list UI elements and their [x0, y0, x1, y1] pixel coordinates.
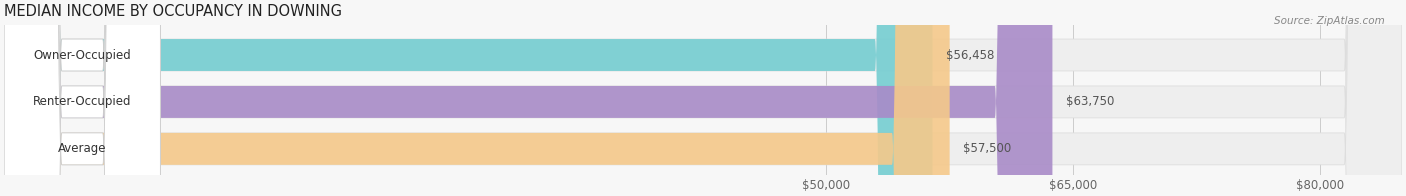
Text: MEDIAN INCOME BY OCCUPANCY IN DOWNING: MEDIAN INCOME BY OCCUPANCY IN DOWNING: [4, 4, 342, 19]
Text: Average: Average: [58, 142, 107, 155]
Text: $63,750: $63,750: [1066, 95, 1114, 108]
FancyBboxPatch shape: [4, 0, 160, 196]
Text: Owner-Occupied: Owner-Occupied: [34, 48, 131, 62]
FancyBboxPatch shape: [4, 0, 1402, 196]
FancyBboxPatch shape: [4, 0, 949, 196]
Text: $57,500: $57,500: [963, 142, 1011, 155]
FancyBboxPatch shape: [4, 0, 1053, 196]
FancyBboxPatch shape: [4, 0, 1402, 196]
Text: $56,458: $56,458: [946, 48, 994, 62]
FancyBboxPatch shape: [4, 0, 1402, 196]
FancyBboxPatch shape: [4, 0, 932, 196]
FancyBboxPatch shape: [4, 0, 160, 196]
Text: Renter-Occupied: Renter-Occupied: [32, 95, 132, 108]
FancyBboxPatch shape: [4, 0, 160, 196]
Text: Source: ZipAtlas.com: Source: ZipAtlas.com: [1274, 16, 1385, 26]
